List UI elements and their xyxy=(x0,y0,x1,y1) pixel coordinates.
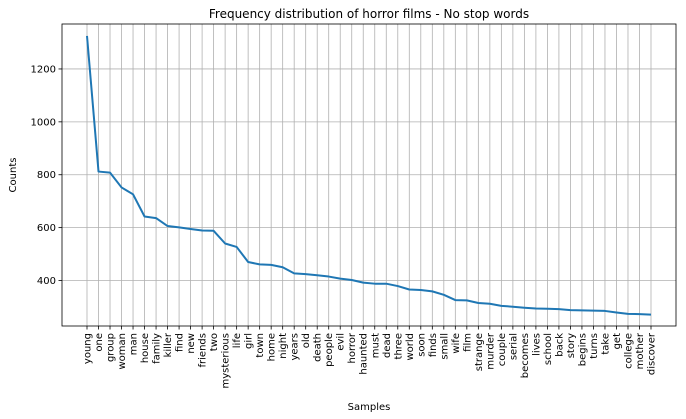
x-tick-label: story xyxy=(566,333,577,358)
x-tick-label: family xyxy=(152,333,163,364)
x-tick-label: young xyxy=(83,333,94,364)
x-tick-label: house xyxy=(140,333,151,363)
x-tick-label: three xyxy=(393,333,404,359)
line-layer xyxy=(86,35,652,316)
x-tick-label: strange xyxy=(474,333,485,371)
y-tick-label: 1200 xyxy=(31,64,56,75)
y-tick-label: 1000 xyxy=(31,117,56,128)
x-tick-label: killer xyxy=(163,332,174,357)
x-tick-label: two xyxy=(209,333,220,351)
x-tick-label: old xyxy=(301,333,312,348)
x-tick-label: becomes xyxy=(520,333,531,378)
x-tick-label: discover xyxy=(647,332,658,375)
x-tick-label: mysterious xyxy=(221,333,232,389)
y-axis-ticks: 400 600 800 1000 1200 xyxy=(31,64,62,287)
x-tick-label: haunted xyxy=(359,333,370,375)
x-tick-label: night xyxy=(278,333,289,359)
series-line xyxy=(86,35,652,316)
x-tick-label: people xyxy=(324,333,335,367)
x-tick-label: get xyxy=(612,333,623,350)
grid-layer xyxy=(62,24,676,326)
x-tick-label: life xyxy=(232,333,243,348)
x-tick-label: town xyxy=(255,333,266,358)
x-tick-label: horror xyxy=(347,332,358,363)
x-tick-label: dead xyxy=(382,333,393,358)
x-tick-label: must xyxy=(370,333,381,358)
y-tick-label: 600 xyxy=(37,223,56,234)
x-tick-label: new xyxy=(186,333,197,354)
x-tick-label: begins xyxy=(577,333,588,366)
x-tick-label: turns xyxy=(589,333,600,359)
x-tick-label: man xyxy=(129,333,140,355)
x-tick-label: small xyxy=(439,333,450,360)
y-tick-label: 800 xyxy=(37,170,56,181)
x-tick-label: wife xyxy=(451,333,462,354)
x-tick-label: college xyxy=(623,333,634,369)
x-tick-label: soon xyxy=(416,333,427,357)
x-axis-ticks: young one group woman man house family killer fi… xyxy=(83,326,658,389)
x-tick-label: school xyxy=(543,333,554,365)
x-tick-label: years xyxy=(290,333,301,361)
x-tick-label: friends xyxy=(198,333,209,367)
x-tick-label: finds xyxy=(428,333,439,357)
x-tick-label: couple xyxy=(497,333,508,366)
x-tick-label: film xyxy=(462,333,473,352)
y-axis-label: Counts xyxy=(8,158,19,193)
x-axis-label: Samples xyxy=(348,402,391,413)
x-tick-label: evil xyxy=(336,333,347,351)
x-tick-label: serial xyxy=(508,333,519,360)
x-tick-label: girl xyxy=(244,333,255,349)
x-tick-label: death xyxy=(313,333,324,362)
x-tick-label: woman xyxy=(117,333,128,370)
x-tick-label: murder xyxy=(485,332,496,370)
x-tick-label: group xyxy=(106,333,117,362)
x-tick-label: find xyxy=(175,333,186,352)
x-tick-label: lives xyxy=(531,333,542,356)
x-tick-label: home xyxy=(267,333,278,361)
chart-title: Frequency distribution of horror films -… xyxy=(209,7,529,21)
x-tick-label: take xyxy=(600,333,611,355)
x-tick-label: world xyxy=(405,333,416,361)
x-tick-label: mother xyxy=(635,332,646,369)
x-tick-label: one xyxy=(94,333,105,352)
x-tick-label: back xyxy=(554,333,565,357)
y-tick-label: 400 xyxy=(37,276,56,287)
